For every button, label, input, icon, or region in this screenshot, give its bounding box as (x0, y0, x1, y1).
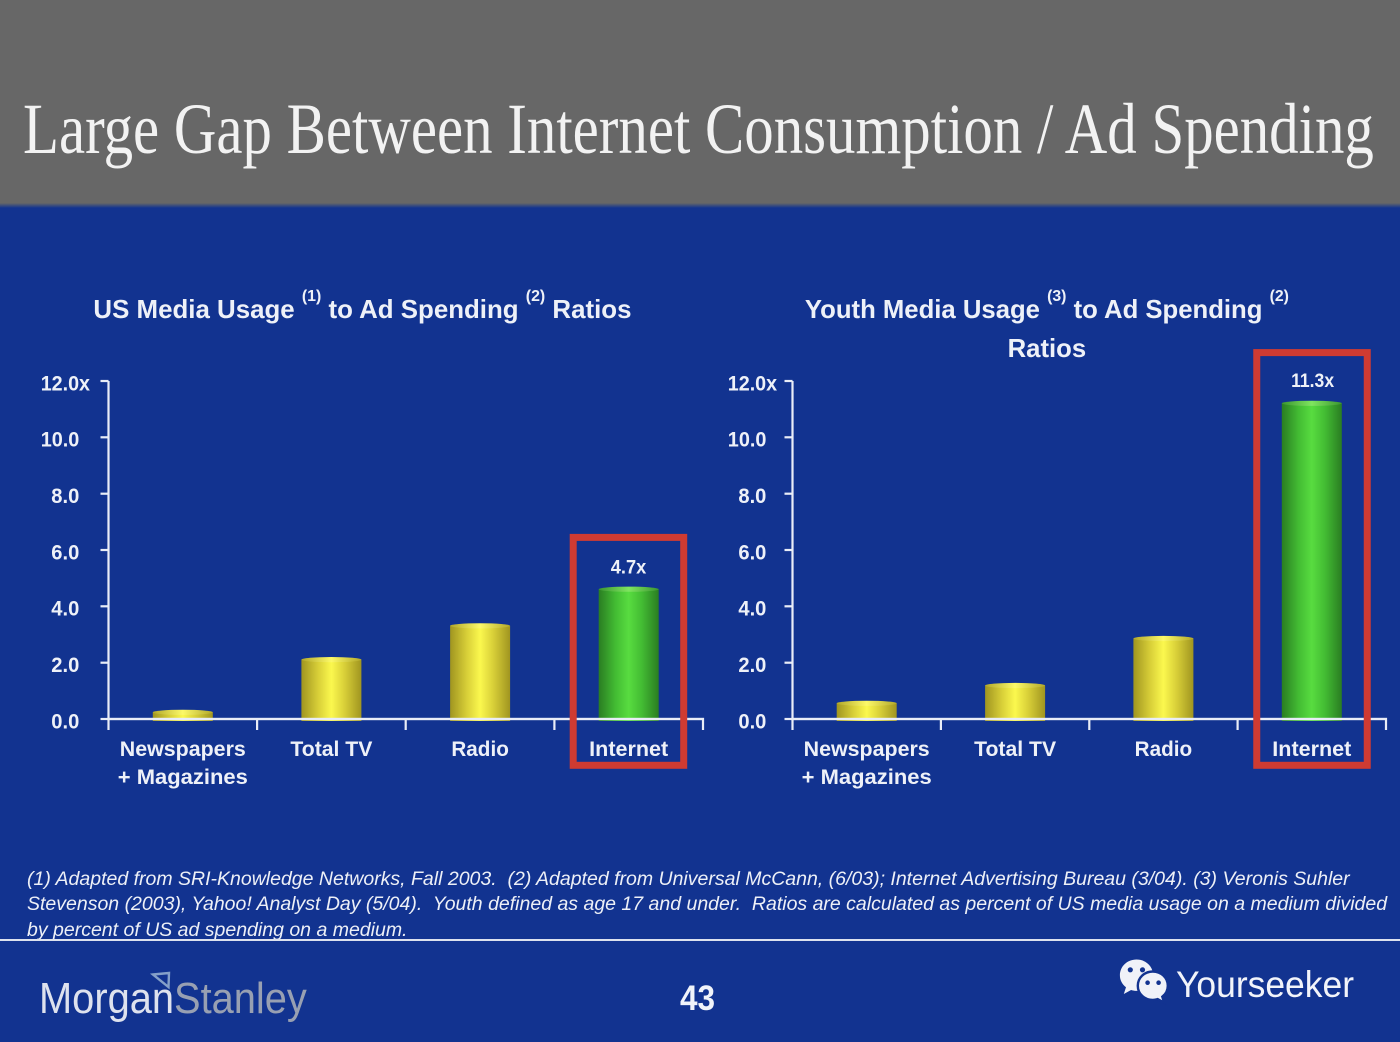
svg-text:2.0: 2.0 (51, 654, 79, 677)
svg-text:4.0: 4.0 (738, 598, 766, 621)
svg-text:Internet: Internet (589, 738, 668, 761)
svg-text:0.0: 0.0 (51, 710, 79, 733)
svg-text:10.0: 10.0 (728, 429, 767, 452)
svg-text:Newspapers: Newspapers (804, 738, 930, 761)
svg-text:4.7x: 4.7x (611, 558, 647, 579)
svg-text:11.3x: 11.3x (1291, 371, 1334, 392)
svg-text:0.0: 0.0 (738, 710, 766, 733)
svg-text:8.0: 8.0 (738, 485, 766, 508)
svg-text:Radio: Radio (1135, 738, 1193, 761)
svg-text:4.0: 4.0 (51, 598, 79, 621)
svg-text:12.0x: 12.0x (728, 372, 778, 395)
svg-text:+ Magazines: + Magazines (802, 766, 932, 789)
svg-text:Total TV: Total TV (974, 738, 1056, 761)
svg-text:10.0: 10.0 (41, 429, 80, 452)
svg-text:6.0: 6.0 (51, 541, 79, 564)
svg-text:Newspapers: Newspapers (120, 738, 246, 761)
svg-text:12.0x: 12.0x (41, 372, 91, 395)
svg-text:6.0: 6.0 (738, 541, 766, 564)
svg-text:+ Magazines: + Magazines (118, 766, 248, 789)
svg-text:Radio: Radio (451, 738, 509, 761)
svg-text:2.0: 2.0 (738, 654, 766, 677)
svg-text:Internet: Internet (1272, 738, 1351, 761)
svg-text:Total TV: Total TV (290, 738, 372, 761)
svg-text:8.0: 8.0 (51, 485, 79, 508)
